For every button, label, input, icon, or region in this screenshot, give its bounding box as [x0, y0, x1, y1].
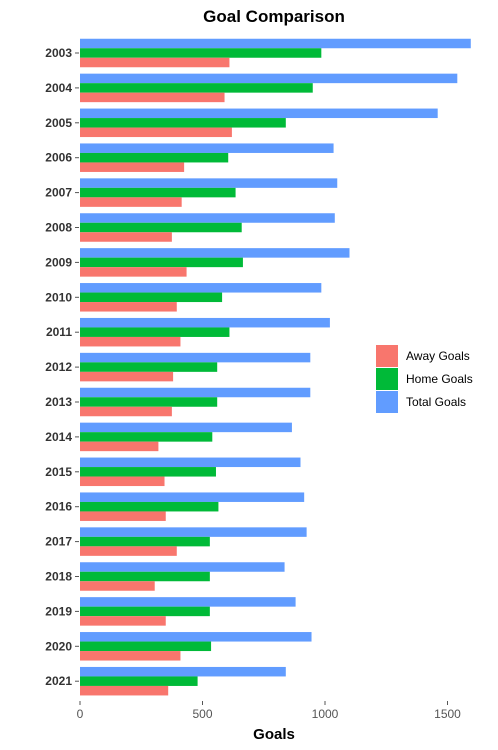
bar-total-goals-2019 — [80, 597, 296, 607]
bar-total-goals-2007 — [80, 178, 338, 188]
y-tick-label: 2021 — [45, 674, 72, 688]
legend-key-total-goals — [376, 391, 398, 413]
bar-home-goals-2021 — [80, 676, 198, 686]
bar-away-goals-2020 — [80, 651, 181, 661]
legend-key-away-goals — [376, 345, 398, 367]
bar-away-goals-2009 — [80, 267, 187, 277]
bar-total-goals-2017 — [80, 527, 307, 537]
bar-total-goals-2021 — [80, 666, 286, 677]
legend-key-home-goals — [376, 368, 398, 390]
bar-total-goals-2003 — [80, 38, 471, 49]
y-tick-label: 2006 — [45, 151, 72, 165]
bar-away-goals-2017 — [80, 546, 177, 556]
y-tick-label: 2005 — [45, 116, 72, 130]
bar-home-goals-2011 — [80, 327, 230, 337]
y-tick-label: 2012 — [45, 360, 72, 374]
x-tick-label: 1000 — [312, 707, 339, 721]
bar-away-goals-2014 — [80, 441, 159, 452]
y-tick-label: 2015 — [45, 465, 72, 479]
bar-total-goals-2006 — [80, 143, 334, 153]
bar-away-goals-2015 — [80, 476, 165, 487]
y-tick-label: 2017 — [45, 535, 72, 549]
y-tick-label: 2008 — [45, 221, 72, 235]
bar-away-goals-2021 — [80, 685, 169, 696]
bar-home-goals-2007 — [80, 187, 236, 198]
y-tick-label: 2020 — [45, 639, 72, 653]
bar-home-goals-2015 — [80, 467, 216, 477]
bar-away-goals-2016 — [80, 511, 166, 521]
bars-group — [80, 38, 471, 696]
bar-total-goals-2008 — [80, 213, 335, 223]
bar-away-goals-2013 — [80, 406, 172, 417]
bar-away-goals-2010 — [80, 302, 177, 312]
legend-label: Away Goals — [406, 349, 470, 363]
bar-home-goals-2008 — [80, 222, 242, 233]
x-tick-label: 1500 — [434, 707, 461, 721]
y-axis: 2003 2004 2005 2006 2007 2008 2009 2010 2011 2012… — [45, 46, 79, 688]
y-tick-label: 2019 — [45, 604, 72, 618]
bar-away-goals-2019 — [80, 616, 166, 626]
bar-total-goals-2016 — [80, 492, 305, 502]
x-tick-label: 500 — [192, 707, 212, 721]
y-tick-label: 2003 — [45, 46, 72, 60]
bar-home-goals-2009 — [80, 257, 243, 268]
y-tick-label: 2013 — [45, 395, 72, 409]
x-tick-label: 0 — [77, 707, 84, 721]
legend: Away Goals Home Goals Total Goals — [376, 345, 473, 413]
bar-total-goals-2018 — [80, 562, 285, 572]
bar-home-goals-2004 — [80, 83, 313, 93]
bar-total-goals-2012 — [80, 352, 311, 363]
x-axis-label: Goals — [253, 726, 295, 743]
bar-home-goals-2006 — [80, 152, 229, 163]
legend-label: Total Goals — [406, 395, 466, 409]
x-axis: 0 500 1000 1500 — [77, 701, 461, 721]
bar-away-goals-2008 — [80, 232, 172, 242]
bar-away-goals-2007 — [80, 197, 182, 207]
bar-away-goals-2012 — [80, 371, 174, 382]
bar-total-goals-2004 — [80, 73, 458, 84]
bar-total-goals-2005 — [80, 108, 438, 119]
y-tick-label: 2010 — [45, 290, 72, 304]
bar-away-goals-2011 — [80, 336, 181, 347]
bar-home-goals-2003 — [80, 48, 322, 58]
legend-label: Home Goals — [406, 372, 473, 386]
bar-home-goals-2005 — [80, 118, 286, 128]
bar-total-goals-2010 — [80, 283, 322, 293]
bar-away-goals-2006 — [80, 162, 185, 172]
bar-home-goals-2020 — [80, 641, 212, 652]
y-tick-label: 2014 — [45, 430, 72, 444]
y-tick-label: 2004 — [45, 81, 72, 95]
bar-home-goals-2016 — [80, 501, 219, 512]
chart-title: Goal Comparison — [203, 7, 345, 26]
bar-home-goals-2018 — [80, 571, 210, 582]
bar-home-goals-2019 — [80, 606, 210, 617]
bar-total-goals-2009 — [80, 248, 350, 258]
bar-total-goals-2020 — [80, 632, 312, 642]
y-tick-label: 2007 — [45, 186, 72, 200]
bar-home-goals-2013 — [80, 397, 218, 407]
y-tick-label: 2018 — [45, 570, 72, 584]
bar-away-goals-2004 — [80, 92, 225, 103]
bar-total-goals-2013 — [80, 387, 311, 398]
bar-home-goals-2012 — [80, 362, 218, 372]
y-tick-label: 2009 — [45, 255, 72, 269]
bar-away-goals-2003 — [80, 57, 230, 68]
y-tick-label: 2016 — [45, 500, 72, 514]
bar-away-goals-2018 — [80, 581, 155, 591]
bar-away-goals-2005 — [80, 127, 232, 138]
bar-total-goals-2014 — [80, 422, 292, 433]
bar-total-goals-2011 — [80, 317, 330, 328]
bar-total-goals-2015 — [80, 457, 301, 468]
y-tick-label: 2011 — [46, 325, 72, 339]
bar-home-goals-2014 — [80, 432, 213, 442]
bar-home-goals-2010 — [80, 292, 223, 303]
bar-home-goals-2017 — [80, 536, 210, 547]
